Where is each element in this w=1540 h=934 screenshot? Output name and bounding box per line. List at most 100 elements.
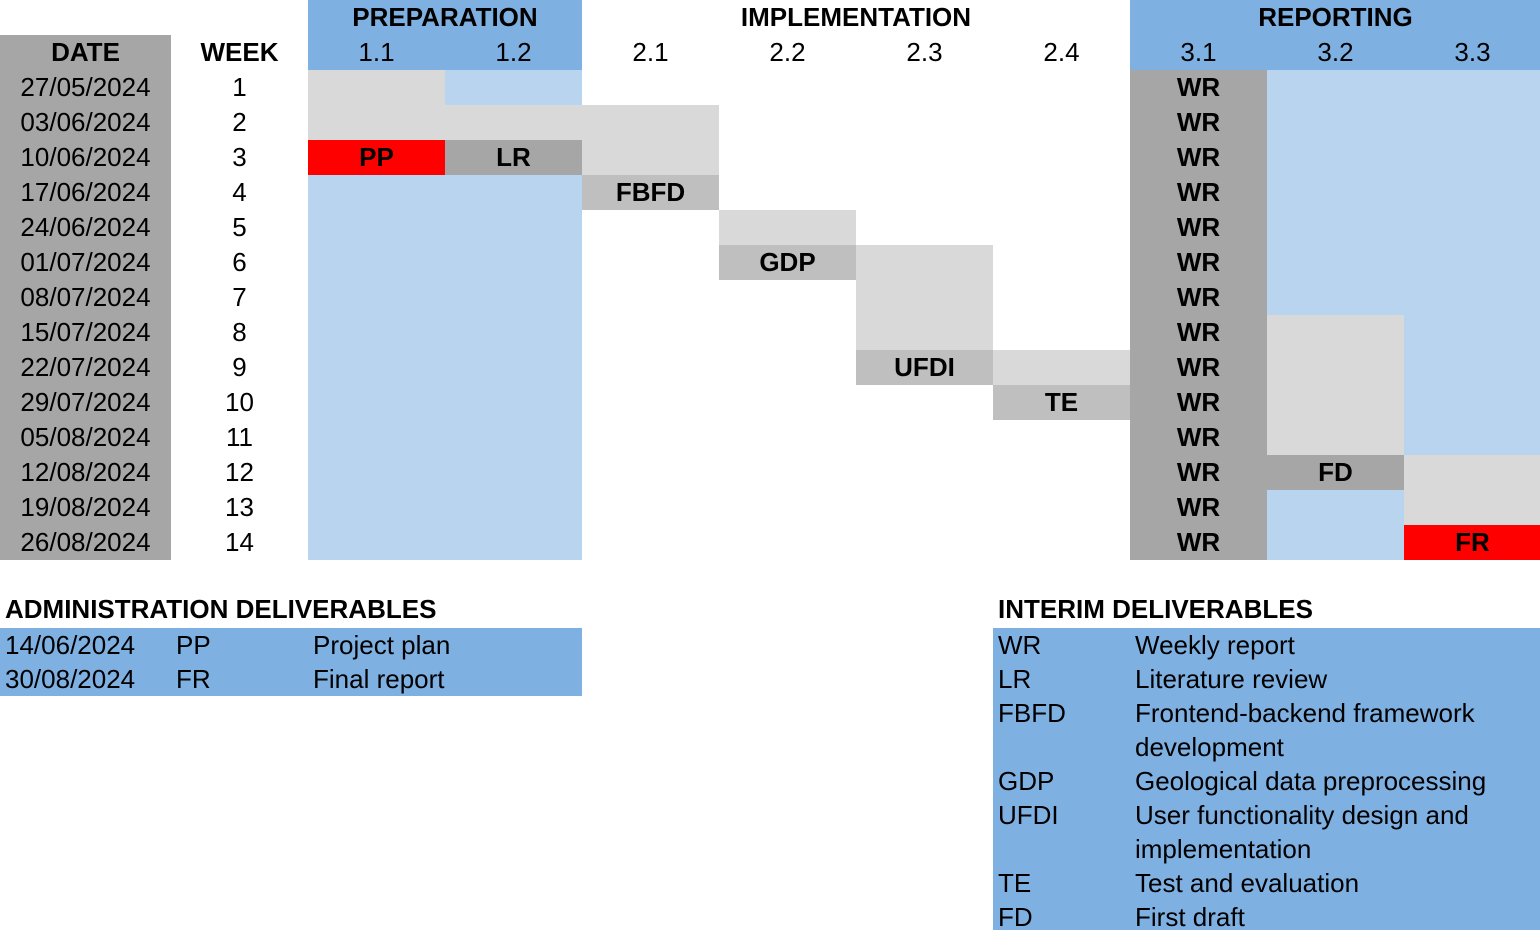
deliverable-marker: UFDI — [856, 350, 993, 385]
deliverable-name-continued: implementation — [1135, 834, 1312, 864]
deliverable-marker: WR — [1130, 105, 1267, 140]
week-cell: 3 — [232, 142, 247, 172]
planning-area — [445, 455, 582, 490]
date-cell: 22/07/2024 — [0, 350, 171, 385]
week-cell: 2 — [232, 107, 247, 137]
deliverable-marker: WR — [1130, 140, 1267, 175]
planning-area — [1267, 245, 1404, 280]
active-bar — [1404, 455, 1540, 490]
active-bar — [582, 140, 719, 175]
deliverable-code: FD — [998, 902, 1033, 932]
planning-area — [1404, 210, 1540, 245]
week-cell: 8 — [232, 317, 247, 347]
planning-area — [308, 350, 445, 385]
deliverable-marker: FBFD — [582, 175, 719, 210]
week-cell: 14 — [225, 527, 254, 557]
date-cell: 17/06/2024 — [0, 175, 171, 210]
planning-area — [1267, 525, 1404, 560]
table-row: FD First draft — [993, 900, 1540, 932]
table-row: GDP Geological data preprocessing — [993, 764, 1540, 798]
planning-area — [445, 315, 582, 350]
task-header: 1.1 — [308, 35, 445, 70]
planning-area — [445, 420, 582, 455]
deliverable-marker: FD — [1267, 455, 1404, 490]
deliverable-code: GDP — [998, 766, 1055, 796]
date-cell: 19/08/2024 — [0, 490, 171, 525]
planning-area — [445, 175, 582, 210]
task-header: 2.4 — [1043, 37, 1080, 67]
planning-area — [1267, 105, 1404, 140]
planning-area — [308, 490, 445, 525]
deliverable-marker: WR — [1130, 315, 1267, 350]
deliverable-marker: GDP — [719, 245, 856, 280]
deliverable-marker: TE — [993, 385, 1130, 420]
date-column-header: DATE — [0, 35, 171, 70]
table-row: 30/08/2024 FR Final report — [0, 662, 582, 696]
table-row: TE Test and evaluation — [993, 866, 1540, 900]
planning-area — [1404, 315, 1540, 350]
deliverable-name: Test and evaluation — [1135, 868, 1360, 898]
deliverable-name: Project plan — [313, 630, 451, 660]
active-bar — [1404, 490, 1540, 525]
deliverable-marker: WR — [1130, 420, 1267, 455]
task-header: 2.2 — [769, 37, 806, 67]
week-cell: 12 — [225, 457, 254, 487]
planning-area — [445, 490, 582, 525]
table-row: FBFD Frontend-backend framework developm… — [993, 696, 1540, 764]
active-bar — [308, 70, 445, 105]
planning-area — [308, 385, 445, 420]
phase-header: IMPLEMENTATION — [740, 2, 972, 32]
date-cell: 15/07/2024 — [0, 315, 171, 350]
deliverable-marker: WR — [1130, 525, 1267, 560]
planning-area — [308, 420, 445, 455]
active-bar — [719, 210, 856, 245]
active-bar — [856, 280, 993, 315]
date-cell: 08/07/2024 — [0, 280, 171, 315]
deliverable-code: PP — [176, 630, 211, 660]
planning-area — [445, 210, 582, 245]
deliverable-marker: WR — [1130, 490, 1267, 525]
deliverable-marker: WR — [1130, 385, 1267, 420]
task-header: 2.3 — [906, 37, 943, 67]
table-row: UFDI User functionality design and imple… — [993, 798, 1540, 866]
active-bar — [856, 315, 993, 350]
deliverable-marker: LR — [445, 140, 582, 175]
planning-area — [308, 280, 445, 315]
planning-area — [445, 70, 582, 105]
deliverable-name: Final report — [313, 664, 445, 694]
week-cell: 10 — [225, 387, 254, 417]
date-cell: 01/07/2024 — [0, 245, 171, 280]
week-cell: 4 — [232, 177, 247, 207]
planning-area — [1404, 175, 1540, 210]
deliverable-date: 14/06/2024 — [5, 630, 136, 660]
planning-area — [1404, 385, 1540, 420]
deliverable-marker: WR — [1130, 455, 1267, 490]
deliverable-marker: WR — [1130, 280, 1267, 315]
planning-area — [308, 525, 445, 560]
planning-area — [445, 525, 582, 560]
active-bar — [582, 105, 719, 140]
planning-area — [1404, 105, 1540, 140]
week-cell: 5 — [232, 212, 247, 242]
active-bar — [1267, 350, 1404, 385]
administration-deliverables-table: 14/06/2024 PP Project plan 30/08/2024 FR… — [0, 628, 582, 696]
week-column-header: WEEK — [200, 37, 279, 67]
date-cell: 24/06/2024 — [0, 210, 171, 245]
task-header: 2.1 — [632, 37, 669, 67]
planning-area — [1267, 490, 1404, 525]
deliverable-code: UFDI — [998, 800, 1059, 830]
planning-area — [445, 245, 582, 280]
deliverable-name: First draft — [1135, 902, 1245, 932]
phase-header: PREPARATION — [308, 0, 582, 35]
planning-area — [308, 245, 445, 280]
planning-area — [308, 315, 445, 350]
table-row: LR Literature review — [993, 662, 1540, 696]
interim-deliverables-title: INTERIM DELIVERABLES — [998, 594, 1313, 624]
deliverable-marker: PP — [308, 140, 445, 175]
task-header: 3.2 — [1267, 35, 1404, 70]
deliverable-name: Literature review — [1135, 664, 1328, 694]
deliverable-code: TE — [998, 868, 1032, 898]
active-bar — [1267, 385, 1404, 420]
week-cell: 6 — [232, 247, 247, 277]
task-header: 1.2 — [445, 35, 582, 70]
